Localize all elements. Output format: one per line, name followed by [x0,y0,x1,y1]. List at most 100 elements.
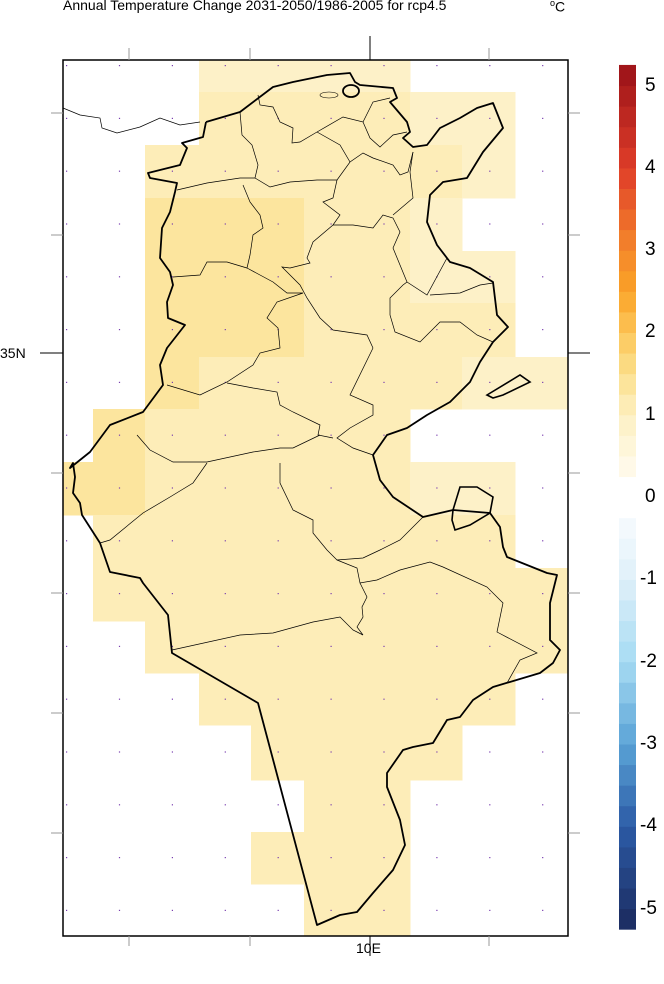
lat-label-35n: 35N [0,345,26,361]
grid-dot [118,487,121,489]
country-outline [69,72,561,926]
grid-dot [118,804,121,806]
grid-dot [118,223,121,225]
grid-dot [542,434,544,436]
grid-dot [330,170,332,172]
colorbar-segment [619,826,636,848]
colorbar-tick-label: -1 [640,568,657,590]
colorbar-segment [619,64,636,87]
grid-dot [330,434,332,436]
colorbar-segment [619,455,636,478]
colorbar-segment [619,332,636,354]
grid-dot [277,593,279,595]
grid-dot [224,804,226,806]
lon-label-10e: 10E [356,940,381,956]
grid-dot [66,593,68,595]
grid-dot [436,857,438,859]
grid-cell [410,725,463,781]
grid-dot [436,593,438,595]
colorbar-segment [619,106,636,128]
grid-cell [410,145,463,199]
colorbar-segment [619,208,636,231]
grid-cell [199,462,252,516]
grid-cell [515,621,568,674]
grid-dot [224,487,226,489]
colorbar-segment [619,579,636,601]
grid-dot [224,170,226,172]
grid-dot [489,645,491,647]
grid-dot [66,170,68,172]
colorbar-tick-label: -2 [640,650,657,672]
grid-dot [542,117,544,119]
grid-cell [304,60,358,93]
grid-cell [304,568,358,622]
grid-dot [224,329,226,331]
grid-cell [462,251,516,304]
grid-dot [383,487,385,489]
grid-dot [224,698,226,700]
grid-dot [171,487,173,489]
colorbar-segment [619,291,636,313]
grid-cell [251,832,305,885]
colorbar-segment [619,702,636,724]
grid-cell [145,198,200,252]
grid-cell [251,198,305,252]
grid-dot [66,487,68,489]
admin-boundary [257,94,391,144]
grid-dot [66,645,68,647]
grid-dot [383,170,385,172]
colorbar-segment [619,476,636,498]
grid-cell [357,198,411,252]
grid-dot [383,593,385,595]
grid-dot [489,857,491,859]
colorbar-segment [619,147,636,169]
grid-cell [462,92,516,146]
grid-dot [436,804,438,806]
grid-dot [489,593,491,595]
colorbar-segment [619,908,636,930]
colorbar-tick-label: 4 [645,156,656,178]
grid-dot [383,909,385,911]
grid-dot [542,645,544,647]
colorbar-segment [619,352,636,375]
grid-cell [93,568,146,622]
grid-cell [357,832,411,885]
colorbar-tick-label: 1 [645,403,656,425]
grid-dot [489,170,491,172]
grid-dot [118,645,121,647]
grid-dot [66,434,68,436]
grid-dot [171,698,173,700]
grid-cell [462,515,516,569]
grid-dot [224,909,226,911]
grid-dot [330,329,332,331]
grid-dot [383,223,385,225]
colorbar-segment [619,620,636,642]
grid-cell [410,92,463,146]
colorbar-segment [619,414,636,436]
grid-dot [436,540,438,542]
grid-dot [489,804,491,806]
grid-dot [277,487,279,489]
grid-dot [171,434,173,436]
grid-dot [171,593,173,595]
grid-dot [436,381,438,383]
admin-boundary [429,282,494,296]
grid-dot [66,857,68,859]
grid-dot [118,117,121,119]
admin-boundary [171,582,368,651]
grid-dot [277,223,279,225]
grid-dot [542,381,544,383]
grid-dot [171,857,173,859]
grid-cell [410,621,463,674]
grid-cell [410,357,463,410]
grid-dot [224,381,226,383]
admin-boundary [62,107,201,134]
grid-dot [66,381,68,383]
grid-dot [66,540,68,542]
grid-cell [357,303,411,358]
grid-dot [330,487,332,489]
colorbar-segment [619,641,636,663]
grid-dot [383,698,385,700]
colorbar-tick-label: -5 [640,897,657,919]
grid-cell [199,515,252,569]
